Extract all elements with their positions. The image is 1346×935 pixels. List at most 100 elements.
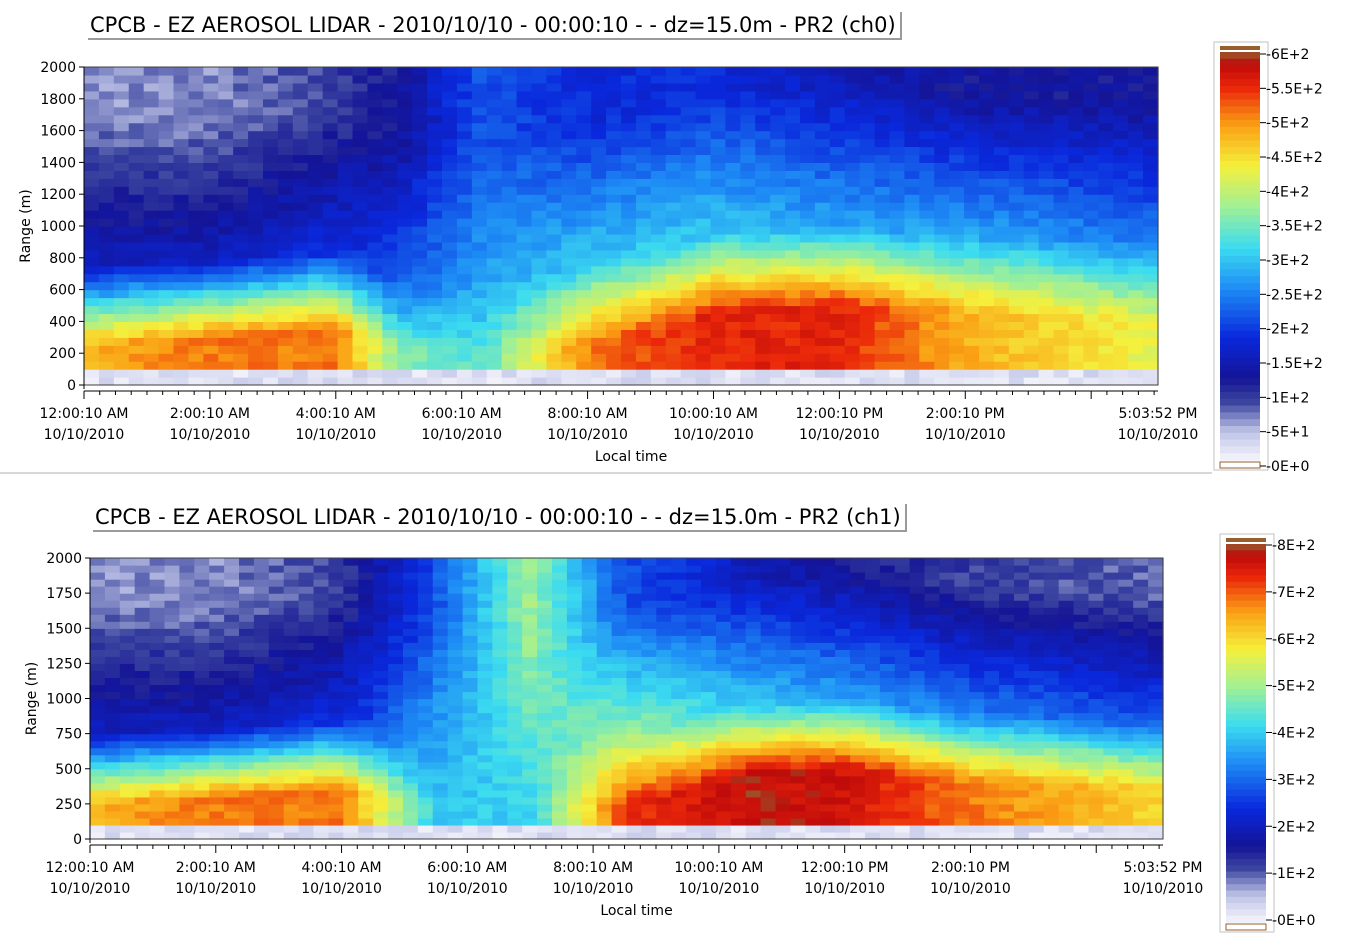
heatmap-cell <box>874 361 891 370</box>
heatmap-cell <box>566 586 583 594</box>
heatmap-cell <box>606 226 622 235</box>
heatmap-cell <box>462 656 479 664</box>
heatmap-cell <box>143 321 160 330</box>
heatmap-cell <box>477 775 493 784</box>
heatmap-cell <box>686 607 702 615</box>
heatmap-cell <box>591 122 607 132</box>
heatmap-cell <box>581 719 598 728</box>
heatmap-cell <box>770 210 786 219</box>
heatmap-cell <box>859 122 876 132</box>
heatmap-cell <box>233 273 249 283</box>
heatmap-cell <box>755 369 771 378</box>
colorbar-under-swatch <box>1219 461 1261 469</box>
heatmap-cell <box>581 635 598 643</box>
heatmap-cell <box>695 170 712 179</box>
heatmap-cell <box>128 369 145 378</box>
heatmap-cell <box>665 106 682 116</box>
heatmap-cell <box>680 297 697 307</box>
heatmap-cell <box>546 170 562 179</box>
heatmap-cell <box>566 607 583 615</box>
heatmap-cell <box>1098 345 1114 354</box>
heatmap-cell <box>218 265 234 275</box>
heatmap-cell <box>695 329 712 338</box>
heatmap-cell <box>224 712 240 721</box>
heatmap-cell <box>501 369 518 378</box>
heatmap-cell <box>1053 361 1070 370</box>
heatmap-cell <box>477 796 493 805</box>
heatmap-cell <box>307 154 324 163</box>
heatmap-cell <box>701 768 717 777</box>
heatmap-cell <box>576 273 592 283</box>
heatmap-cell <box>1083 202 1099 211</box>
heatmap-cell <box>203 114 219 124</box>
heatmap-cell <box>1128 202 1144 211</box>
heatmap-cell <box>1023 353 1040 362</box>
heatmap-cell <box>248 106 264 116</box>
heatmap-cell <box>218 297 234 307</box>
heatmap-cell <box>188 329 204 338</box>
heatmap-cell <box>382 233 398 243</box>
heatmap-cell <box>313 775 330 784</box>
heatmap-cell <box>1008 377 1025 386</box>
heatmap-cell <box>113 369 130 378</box>
heatmap-cell <box>775 726 792 735</box>
heatmap-cell <box>447 761 464 770</box>
heatmap-cell <box>158 74 175 84</box>
heatmap-cell <box>98 226 115 235</box>
heatmap-cell <box>343 810 359 819</box>
heatmap-cell <box>218 329 234 338</box>
heatmap-cell <box>1098 249 1114 259</box>
heatmap-cell <box>322 281 339 291</box>
heatmap-cell <box>113 162 130 171</box>
heatmap-cell <box>412 361 428 370</box>
heatmap-cell <box>606 202 622 211</box>
heatmap-cell <box>307 369 324 378</box>
heatmap-cell <box>307 170 324 179</box>
heatmap-cell <box>671 782 687 791</box>
heatmap-cell <box>149 754 166 763</box>
heatmap-cell <box>904 122 920 132</box>
heatmap-cell <box>501 82 518 92</box>
heatmap-cell <box>128 257 145 267</box>
heatmap-cell <box>710 313 727 322</box>
heatmap-cell <box>322 106 339 116</box>
heatmap-cell <box>456 130 473 140</box>
heatmap-cell <box>397 186 413 195</box>
heatmap-cell <box>283 705 300 714</box>
heatmap-cell <box>417 712 434 721</box>
heatmap-cell <box>606 146 622 156</box>
heatmap-cell <box>1113 233 1129 243</box>
heatmap-cell <box>934 202 950 211</box>
heatmap-cell <box>790 824 806 833</box>
heatmap-cell <box>283 789 300 798</box>
heatmap-cell <box>143 345 160 354</box>
heatmap-cell <box>128 305 145 315</box>
heatmap-cell <box>800 170 816 179</box>
heatmap-cell <box>1143 353 1159 362</box>
heatmap-cell <box>889 297 906 307</box>
heatmap-cell <box>477 642 493 650</box>
heatmap-cell <box>382 170 398 179</box>
heatmap-cell <box>298 614 315 622</box>
heatmap-cell <box>358 593 374 601</box>
heatmap-cell <box>934 122 950 132</box>
heatmap-cell <box>626 817 642 826</box>
heatmap-cell <box>1128 329 1144 338</box>
heatmap-cell <box>1128 130 1144 140</box>
heatmap-cell <box>412 313 428 322</box>
heatmap-cell <box>194 558 210 566</box>
heatmap-cell <box>701 775 717 784</box>
heatmap-cell <box>277 281 294 291</box>
heatmap-cell <box>343 768 359 777</box>
heatmap-cell <box>546 233 562 243</box>
heatmap-cell <box>233 74 249 84</box>
heatmap-cell <box>427 353 443 362</box>
heatmap-cell <box>239 628 255 636</box>
heatmap-cell <box>164 712 181 721</box>
heatmap-cell <box>263 67 279 76</box>
heatmap-cell <box>531 202 548 211</box>
heatmap-cell <box>561 210 577 219</box>
heatmap-cell <box>507 565 523 573</box>
heatmap-cell <box>621 130 637 140</box>
heatmap-cell <box>134 789 151 798</box>
